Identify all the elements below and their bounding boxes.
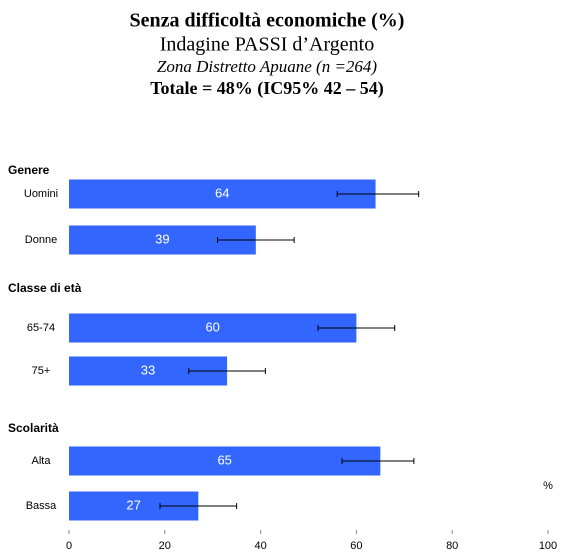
x-tick-label: 100 (539, 540, 557, 552)
y-tick-label: Bassa (26, 500, 57, 512)
x-tick-label: 0 (66, 540, 72, 552)
value-label: 39 (155, 231, 169, 246)
chart-title: Senza difficoltà economiche (%) (130, 10, 405, 32)
y-tick-label: 65-74 (27, 322, 55, 334)
y-tick-label: 75+ (32, 365, 51, 377)
chart-subtitle: Zona Distretto Apuane (n =264) (157, 57, 378, 76)
y-tick-label: Donne (25, 234, 57, 246)
group-label: Scolarità (8, 421, 59, 435)
x-tick-label: 60 (350, 540, 362, 552)
y-tick-label: Uomini (24, 188, 58, 200)
bar (69, 313, 357, 343)
group-label: Genere (8, 163, 50, 177)
x-axis-label: % (543, 480, 553, 492)
value-label: 64 (215, 185, 229, 200)
group-label: Classe di età (8, 281, 82, 295)
chart-subtitle: Indagine PASSI d’Argento (160, 34, 374, 56)
y-tick-label: Alta (32, 455, 52, 467)
value-label: 65 (217, 452, 231, 467)
x-tick-label: 80 (446, 540, 458, 552)
value-label: 60 (205, 319, 219, 334)
chart-subtitle: Totale = 48% (IC95% 42 – 54) (150, 78, 384, 99)
x-tick-label: 20 (159, 540, 171, 552)
bar (69, 446, 381, 476)
value-label: 33 (141, 362, 155, 377)
x-tick-label: 40 (254, 540, 266, 552)
bar (69, 179, 376, 209)
value-label: 27 (126, 497, 140, 512)
